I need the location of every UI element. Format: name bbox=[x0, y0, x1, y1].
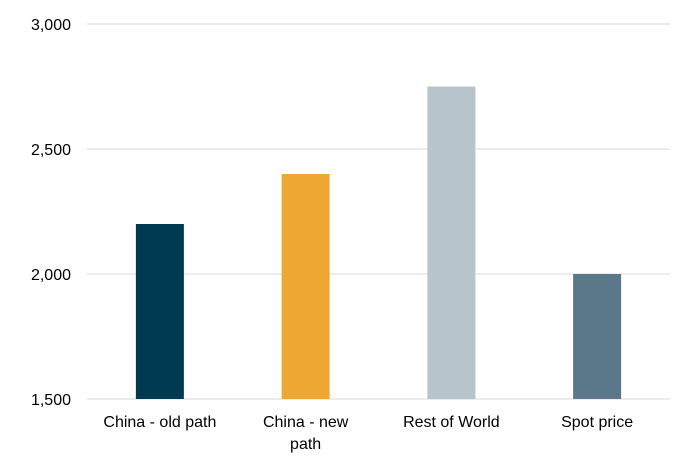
x-category-label-line: China - old path bbox=[103, 414, 216, 431]
y-tick-label: 2,000 bbox=[31, 267, 71, 284]
x-category-label-line: Spot price bbox=[561, 414, 633, 431]
bar-china-new-path bbox=[281, 174, 330, 399]
y-tick-label: 1,500 bbox=[31, 392, 71, 409]
bar-spot-price bbox=[573, 274, 622, 399]
y-tick-label: 2,500 bbox=[31, 142, 71, 159]
x-category-label-line: China - new bbox=[263, 414, 349, 431]
x-category-label: Spot price bbox=[561, 414, 633, 431]
x-category-label: China - new path bbox=[263, 414, 349, 453]
x-axis-category-labels: China - old path China - new path Rest of W… bbox=[103, 414, 633, 453]
x-category-label-line: Rest of World bbox=[403, 414, 500, 431]
x-category-label-line: path bbox=[290, 436, 321, 453]
bar-rest-of-world bbox=[427, 86, 476, 399]
y-tick-label: 3,000 bbox=[31, 17, 71, 34]
gridlines bbox=[87, 23, 670, 400]
x-category-label: China - old path bbox=[103, 414, 216, 431]
x-category-label: Rest of World bbox=[403, 414, 500, 431]
y-axis-tick-labels: 1,500 2,000 2,500 3,000 bbox=[31, 17, 71, 409]
bar-china-old-path bbox=[135, 224, 184, 399]
bars bbox=[135, 86, 622, 399]
